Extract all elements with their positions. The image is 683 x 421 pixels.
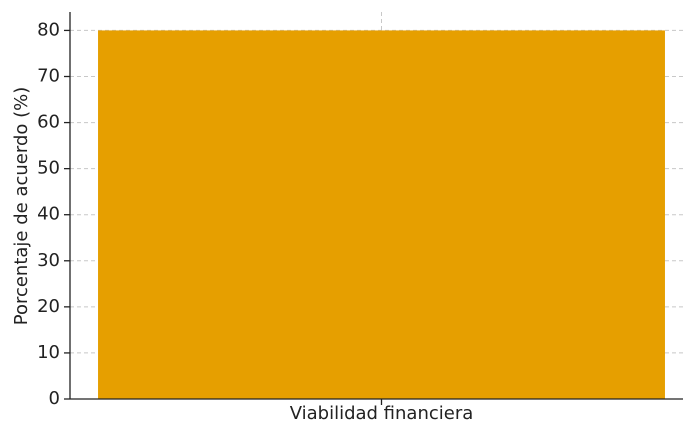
y-tick-label: 0 (49, 388, 60, 409)
y-tick-label: 20 (37, 296, 60, 317)
y-tick-label: 60 (37, 112, 60, 133)
y-tick-label: 30 (37, 250, 60, 271)
y-tick-label: 70 (37, 66, 60, 87)
y-axis-label: Porcentaje de acuerdo (%) (11, 87, 32, 326)
y-tick-label: 10 (37, 342, 60, 363)
bar (98, 30, 665, 400)
y-tick-label: 50 (37, 158, 60, 179)
x-tick-label: Viabilidad financiera (290, 403, 474, 421)
y-tick-label: 40 (37, 204, 60, 225)
y-tick-label: 80 (37, 19, 60, 40)
